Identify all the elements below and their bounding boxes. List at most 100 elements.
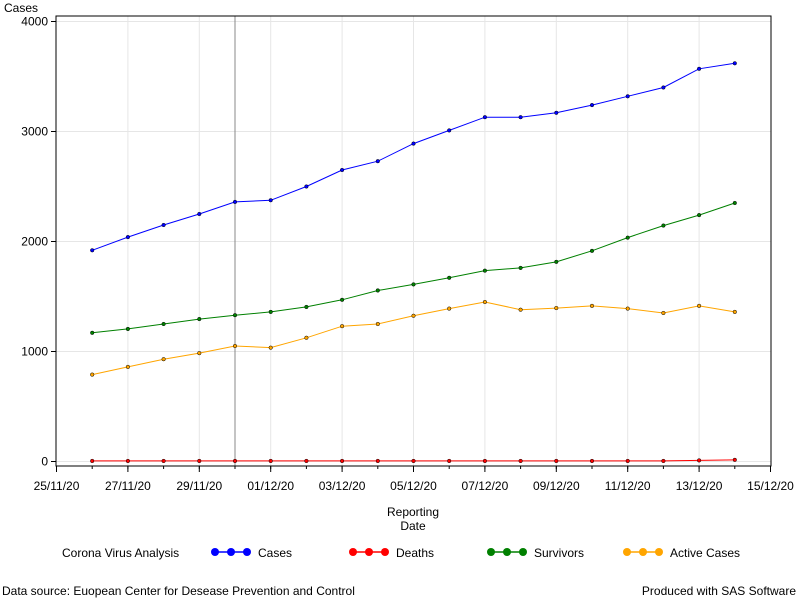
data-point-cases	[625, 94, 630, 99]
y-tick-label: 0	[41, 455, 48, 469]
data-point-cases	[90, 248, 95, 253]
data-point-survivors	[661, 223, 666, 228]
data-point-active-cases	[661, 310, 666, 316]
y-tick-label: 1000	[21, 345, 48, 359]
y-tick-label: 3000	[21, 125, 48, 139]
data-point-survivors	[732, 200, 737, 206]
legend-marker-survivors	[487, 548, 495, 556]
legend-marker-deaths	[381, 548, 389, 556]
legend-marker-cases	[227, 548, 235, 556]
data-point-survivors	[197, 317, 202, 322]
data-point-active-cases	[447, 306, 452, 311]
legend-marker-cases	[211, 548, 219, 556]
data-point-cases	[197, 211, 202, 217]
data-point-survivors	[268, 309, 273, 314]
data-point-deaths	[589, 458, 595, 464]
data-point-deaths	[197, 458, 202, 464]
data-point-cases	[697, 66, 702, 71]
x-tick-label: 15/12/20	[747, 479, 794, 493]
data-point-active-cases	[197, 351, 202, 356]
legend-marker-cases	[243, 548, 251, 556]
data-point-survivors	[697, 213, 702, 218]
x-tick-label: 01/12/20	[247, 479, 294, 493]
data-point-cases	[661, 85, 666, 90]
data-point-active-cases	[375, 321, 380, 327]
footnote-produced-with: Produced with SAS Software	[641, 584, 796, 598]
legend-label-active-cases: Active Cases	[670, 546, 740, 560]
data-point-deaths	[232, 458, 238, 464]
data-point-cases	[268, 198, 273, 203]
x-tick-label: 25/11/20	[34, 479, 80, 493]
x-axis-title-line2: Date	[400, 519, 426, 533]
data-point-survivors	[232, 313, 238, 318]
x-axis: 25/11/20 27/11/20 29/11/20 01/12/20 03/12/20…	[34, 466, 794, 493]
data-point-active-cases	[625, 306, 630, 311]
data-point-cases	[232, 199, 238, 204]
x-tick-label: 05/12/20	[390, 479, 437, 493]
x-tick-label: 13/12/20	[676, 479, 723, 493]
data-point-survivors	[161, 321, 166, 327]
data-point-cases	[375, 159, 380, 164]
data-point-survivors	[125, 326, 130, 332]
data-point-active-cases	[482, 299, 487, 305]
x-axis-title-line1: Reporting	[387, 505, 439, 519]
legend: Corona Virus Analysis Cases Deaths Survivo…	[62, 546, 740, 560]
data-point-survivors	[554, 259, 559, 264]
data-point-deaths	[697, 458, 702, 463]
data-point-cases	[482, 115, 487, 120]
data-point-survivors	[589, 248, 595, 253]
data-point-survivors	[482, 268, 487, 273]
legend-marker-deaths	[365, 548, 373, 556]
data-point-survivors	[447, 275, 452, 280]
data-point-cases	[554, 110, 559, 115]
data-point-survivors	[304, 304, 309, 310]
data-point-deaths	[732, 457, 737, 462]
legend-marker-active-cases	[623, 548, 631, 556]
x-tick-label: 03/12/20	[319, 479, 366, 493]
data-point-deaths	[625, 458, 630, 464]
data-point-active-cases	[232, 343, 238, 349]
data-point-active-cases	[732, 309, 737, 314]
data-point-deaths	[661, 458, 666, 464]
data-point-active-cases	[518, 307, 523, 312]
y-tick-label: 4000	[21, 15, 48, 29]
data-point-deaths	[554, 458, 559, 464]
data-point-survivors	[518, 265, 523, 270]
data-point-active-cases	[125, 364, 130, 369]
legend-label-deaths: Deaths	[396, 546, 434, 560]
data-point-cases	[340, 167, 345, 173]
x-tick-label: 07/12/20	[462, 479, 509, 493]
data-point-deaths	[268, 458, 273, 464]
x-tick-label: 27/11/20	[105, 479, 151, 493]
legend-label-survivors: Survivors	[534, 546, 584, 560]
line-chart: 0 1000 2000 3000 4000 25/11/20 27/11/20 29/11/…	[4, 1, 794, 560]
data-point-deaths	[482, 458, 487, 464]
data-point-deaths	[518, 458, 523, 464]
data-point-deaths	[411, 458, 416, 464]
data-point-active-cases	[161, 357, 166, 362]
data-point-survivors	[90, 330, 95, 335]
legend-marker-survivors	[519, 548, 527, 556]
series-group	[90, 61, 737, 464]
data-point-cases	[589, 103, 595, 108]
data-point-active-cases	[268, 345, 273, 350]
data-point-active-cases	[304, 335, 309, 340]
data-point-cases	[518, 115, 523, 120]
grid	[56, 16, 771, 466]
data-point-survivors	[340, 297, 345, 302]
data-point-active-cases	[697, 303, 702, 308]
data-point-deaths	[125, 458, 130, 464]
legend-marker-active-cases	[655, 548, 663, 556]
data-point-deaths	[447, 458, 452, 464]
y-axis-title: Cases	[4, 1, 38, 15]
legend-label-cases: Cases	[258, 546, 292, 560]
data-point-cases	[125, 235, 130, 240]
data-point-cases	[304, 184, 309, 189]
data-point-deaths	[161, 458, 166, 464]
data-point-cases	[161, 222, 166, 228]
data-point-cases	[411, 141, 416, 146]
x-tick-label: 11/12/20	[605, 479, 651, 493]
data-point-deaths	[340, 458, 345, 464]
x-tick-label: 29/11/20	[176, 479, 222, 493]
data-point-active-cases	[90, 372, 95, 377]
